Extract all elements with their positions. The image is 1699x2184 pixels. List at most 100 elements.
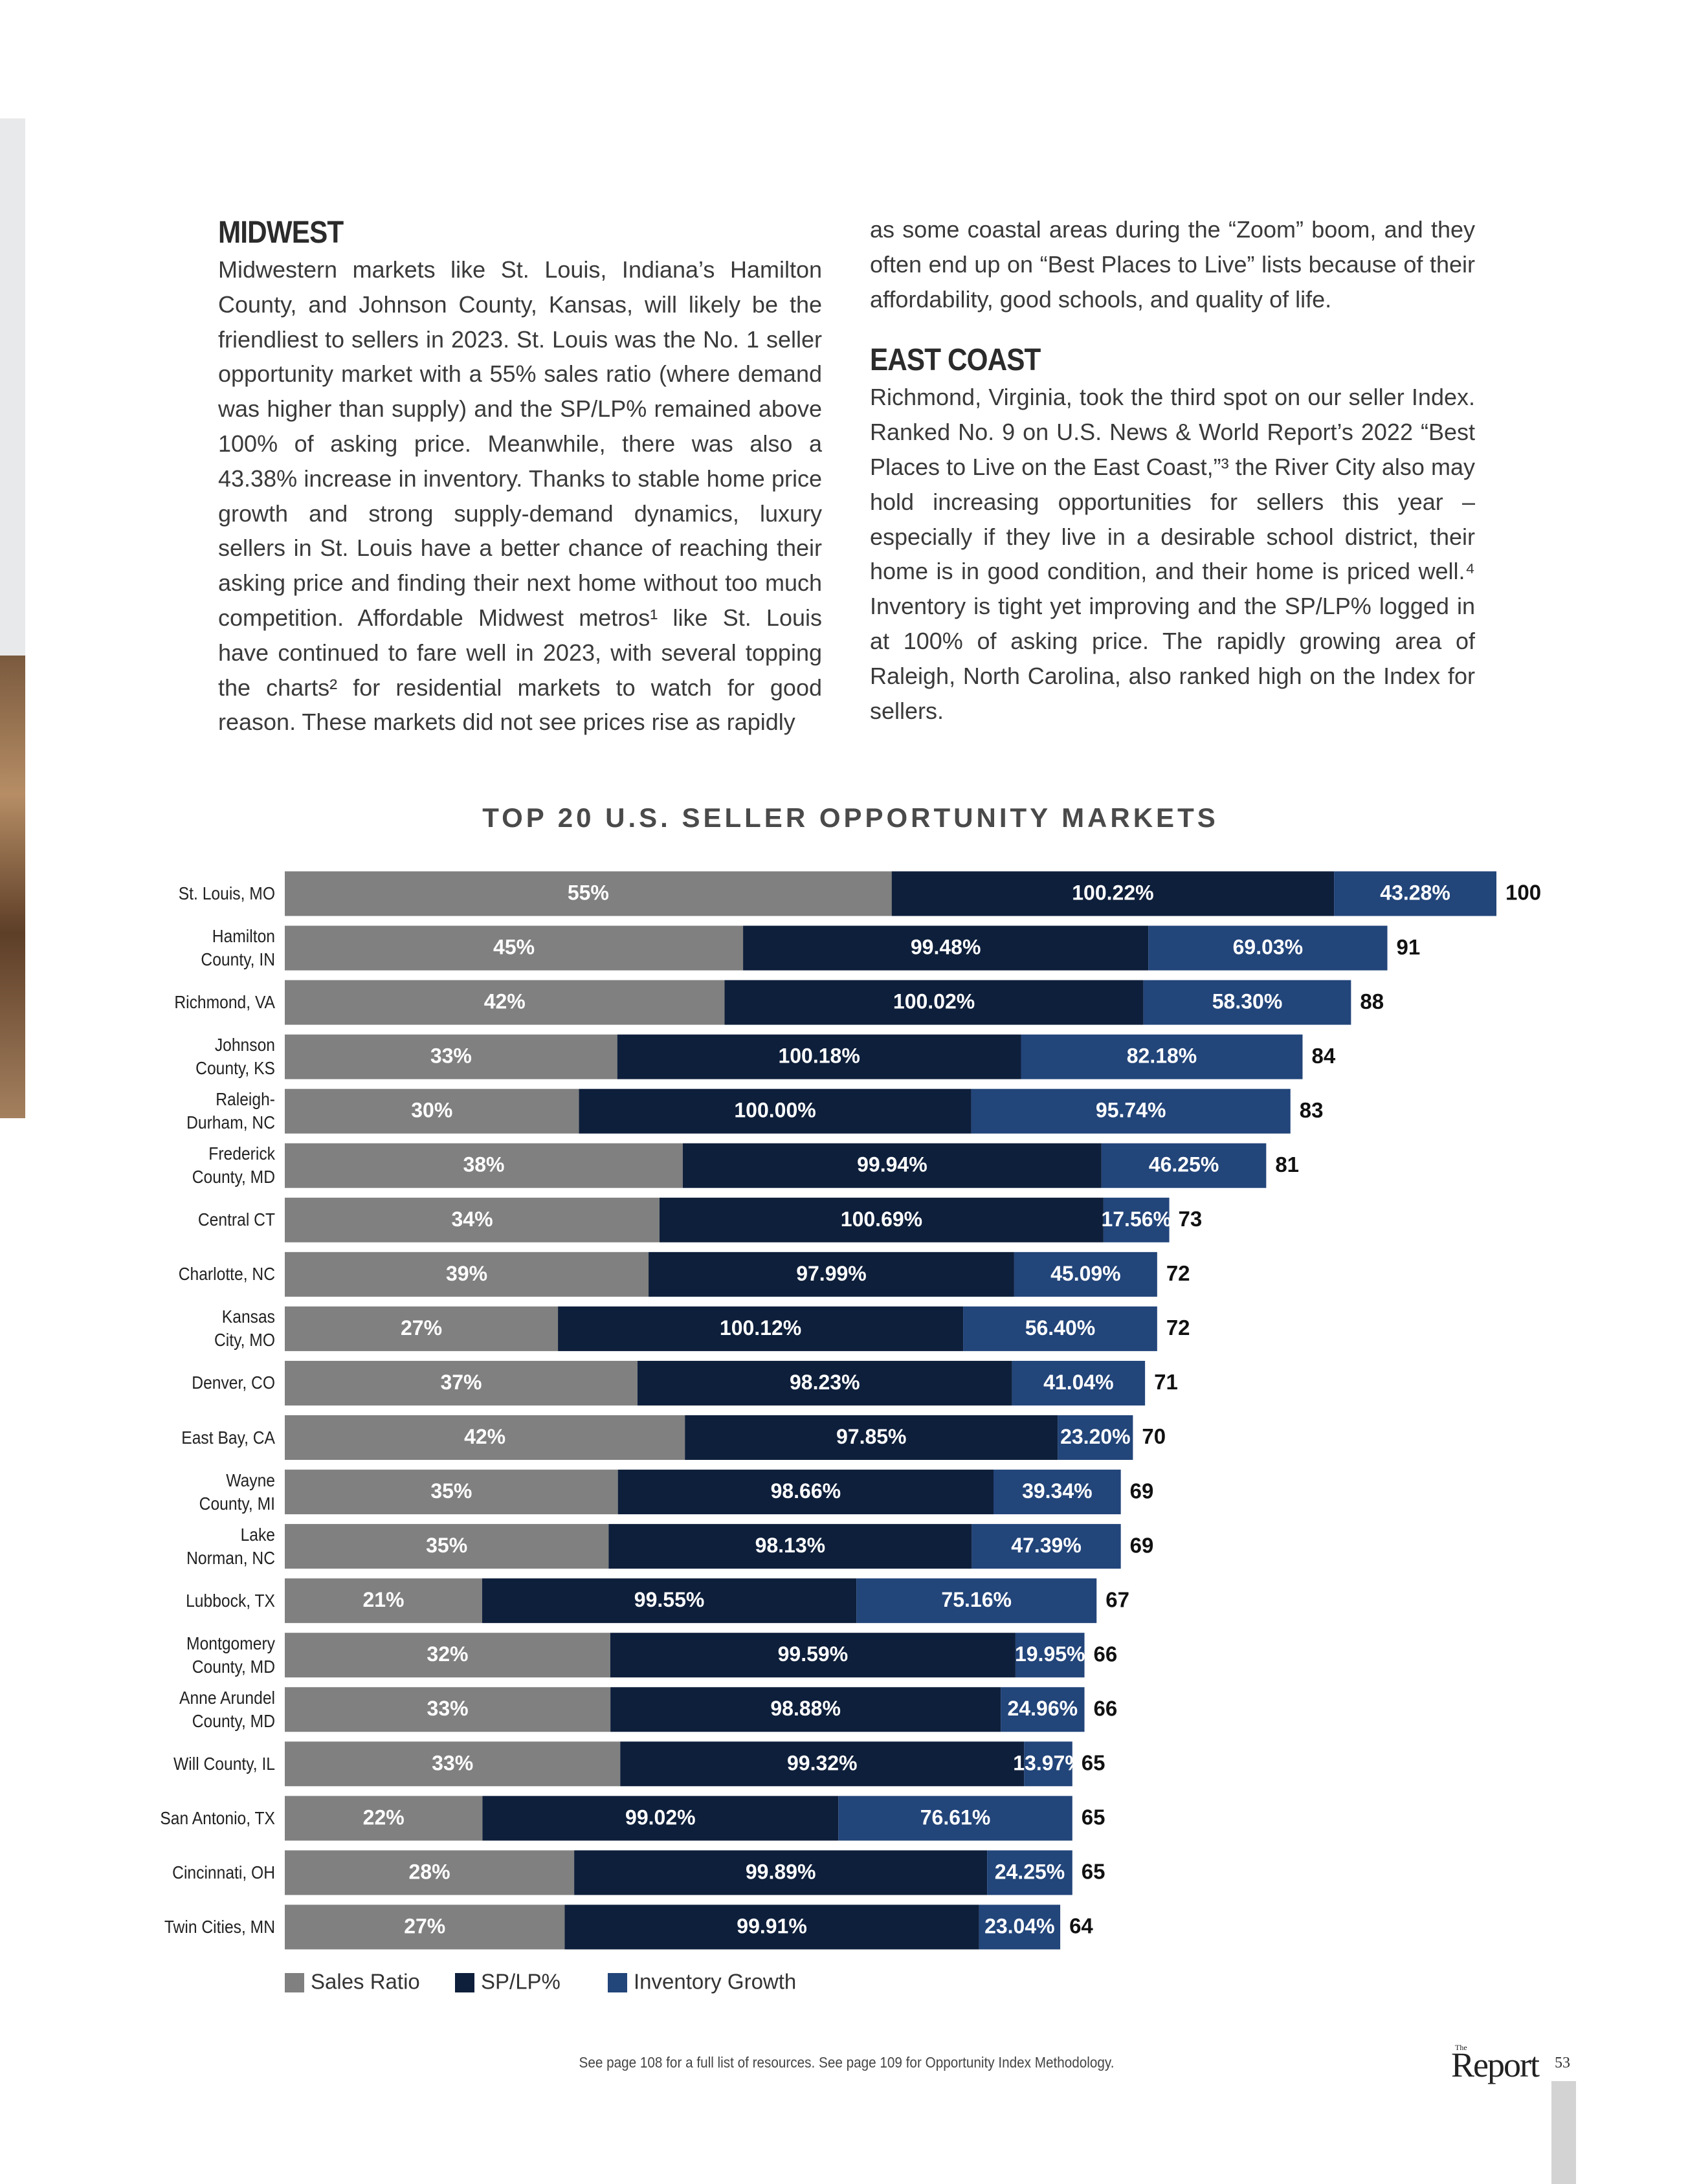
score-label: 81 [1275, 1153, 1299, 1176]
bar-segment [285, 1360, 638, 1406]
bar-segment [285, 1415, 685, 1460]
category-label: Kansas City, MO [214, 1307, 275, 1351]
value-label: 27% [401, 1316, 442, 1340]
value-label: 55% [568, 881, 609, 904]
value-label: 99.59% [778, 1642, 849, 1666]
value-label: 76.61% [920, 1805, 991, 1829]
value-label: 100.00% [734, 1099, 816, 1122]
value-label: 98.13% [755, 1534, 826, 1557]
bar-segment [579, 1088, 972, 1134]
value-label: 98.66% [771, 1479, 841, 1503]
bar-segment [743, 925, 1149, 971]
bar-segment [1012, 1360, 1146, 1406]
value-label: 34% [451, 1208, 493, 1231]
bar-segment [558, 1306, 964, 1351]
bar-segment [285, 1143, 683, 1188]
score-label: 65 [1082, 1805, 1105, 1829]
bar-segment [993, 1470, 1121, 1515]
value-label: 69.03% [1233, 936, 1304, 959]
value-label: 13.97% [1013, 1751, 1083, 1774]
score-label: 88 [1360, 989, 1384, 1013]
bar-segment [724, 980, 1144, 1025]
bar-segment [685, 1415, 1058, 1460]
value-label: 56.40% [1025, 1316, 1096, 1340]
value-label: 75.16% [941, 1588, 1012, 1611]
value-label: 24.96% [1008, 1697, 1078, 1720]
bar-segment [285, 1252, 649, 1297]
value-label: 42% [464, 1425, 505, 1448]
bar-segment [620, 1741, 1025, 1787]
score-label: 66 [1094, 1696, 1118, 1720]
bar-segment [1058, 1415, 1133, 1460]
value-label: 39% [446, 1262, 487, 1285]
score-label: 67 [1105, 1587, 1129, 1611]
bar-segment [285, 980, 725, 1025]
category-label: Richmond, VA [174, 992, 275, 1013]
score-label: 65 [1082, 1860, 1105, 1884]
category-label: Cincinnati, OH [172, 1862, 275, 1882]
bar-segment [1015, 1633, 1085, 1678]
category-label: Anne Arundel County, MD [179, 1687, 275, 1731]
bar-segment [285, 1633, 610, 1678]
value-label: 99.91% [737, 1914, 807, 1937]
value-label: 98.23% [790, 1371, 860, 1394]
score-label: 73 [1179, 1207, 1203, 1231]
value-label: 99.02% [625, 1805, 696, 1829]
bar-segment [285, 1524, 609, 1569]
category-label: Johnson County, KS [195, 1035, 275, 1079]
bar-segment [617, 1470, 994, 1515]
score-label: 65 [1082, 1751, 1105, 1775]
right-column: as some coastal areas during the “Zoom” … [870, 212, 1475, 728]
score-label: 69 [1130, 1479, 1154, 1503]
logo-prefix: The [1455, 2043, 1467, 2052]
bar-segment [987, 1850, 1072, 1895]
bar-segment [1334, 871, 1496, 916]
category-label: Wayne County, MI [199, 1470, 275, 1514]
bar-segment [971, 1088, 1291, 1134]
side-photo [0, 656, 25, 1118]
value-label: 99.48% [911, 936, 981, 959]
category-label: Raleigh- Durham, NC [186, 1089, 275, 1133]
bar-segment [637, 1360, 1012, 1406]
bar-segment [285, 1197, 660, 1242]
legend-swatch [608, 1973, 627, 1992]
legend-label: Inventory Growth [634, 1970, 796, 1994]
heading: EAST COAST [870, 343, 1041, 378]
bar-segment [285, 1850, 575, 1895]
bar-segment [285, 871, 892, 916]
category-label: Montgomery County, MD [186, 1633, 275, 1677]
value-label: 27% [404, 1914, 445, 1937]
bar-segment [649, 1252, 1014, 1297]
bar-segment [285, 925, 744, 971]
right-strip [1551, 2081, 1576, 2184]
category-label: Will County, IL [173, 1753, 275, 1774]
value-label: 47.39% [1011, 1534, 1082, 1557]
bar-segment [285, 1687, 611, 1732]
category-label: East Bay, CA [181, 1427, 275, 1448]
bar-segment [1014, 1252, 1157, 1297]
value-label: 58.30% [1212, 990, 1283, 1013]
value-label: 99.94% [857, 1153, 927, 1176]
value-label: 99.55% [634, 1588, 705, 1611]
value-label: 38% [463, 1153, 504, 1176]
bar-segment [1101, 1143, 1267, 1188]
legend-label: SP/LP% [481, 1970, 561, 1994]
value-label: 43.28% [1380, 881, 1450, 904]
bar-segment [285, 1088, 579, 1134]
value-label: 99.89% [746, 1860, 816, 1883]
score-label: 72 [1166, 1261, 1190, 1285]
score-label: 100 [1505, 881, 1541, 905]
score-label: 91 [1397, 935, 1421, 959]
value-label: 100.22% [1072, 881, 1153, 904]
bar-segment [285, 1741, 621, 1787]
value-label: 19.95% [1015, 1642, 1085, 1666]
paragraph: as some coastal areas during the “Zoom” … [870, 216, 1475, 313]
category-label: St. Louis, MO [178, 883, 275, 903]
value-label: 28% [409, 1860, 450, 1883]
value-label: 17.56% [1101, 1208, 1172, 1231]
score-label: 64 [1069, 1914, 1093, 1938]
bar-segment [610, 1687, 1001, 1732]
page-number: 53 [1555, 2055, 1570, 2071]
category-label: Twin Cities, MN [164, 1916, 275, 1937]
